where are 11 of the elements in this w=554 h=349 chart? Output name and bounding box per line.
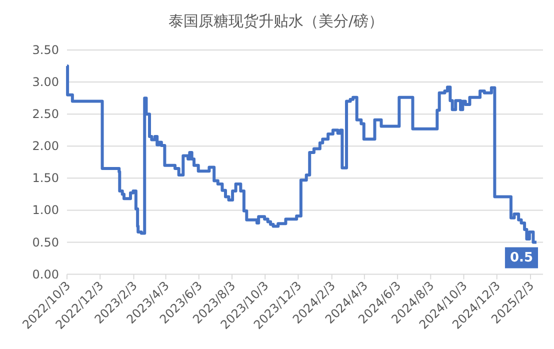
y-tick-label: 1.50 [32,171,59,186]
y-tick-label: 0.00 [32,267,59,282]
annotation: 0.5 [510,250,534,266]
annotation: 0.5 [504,247,538,268]
y-tick-label: 1.00 [32,203,59,218]
y-tick-label: 2.50 [32,107,59,122]
y-tick-label: 3.00 [32,75,59,90]
title: 泰国原糖现货升贴水（美分/磅） [168,12,384,30]
y-tick-label: 3.50 [32,43,59,57]
y-tick-label: 2.00 [32,139,59,154]
y-tick-label: 0.50 [32,235,59,250]
